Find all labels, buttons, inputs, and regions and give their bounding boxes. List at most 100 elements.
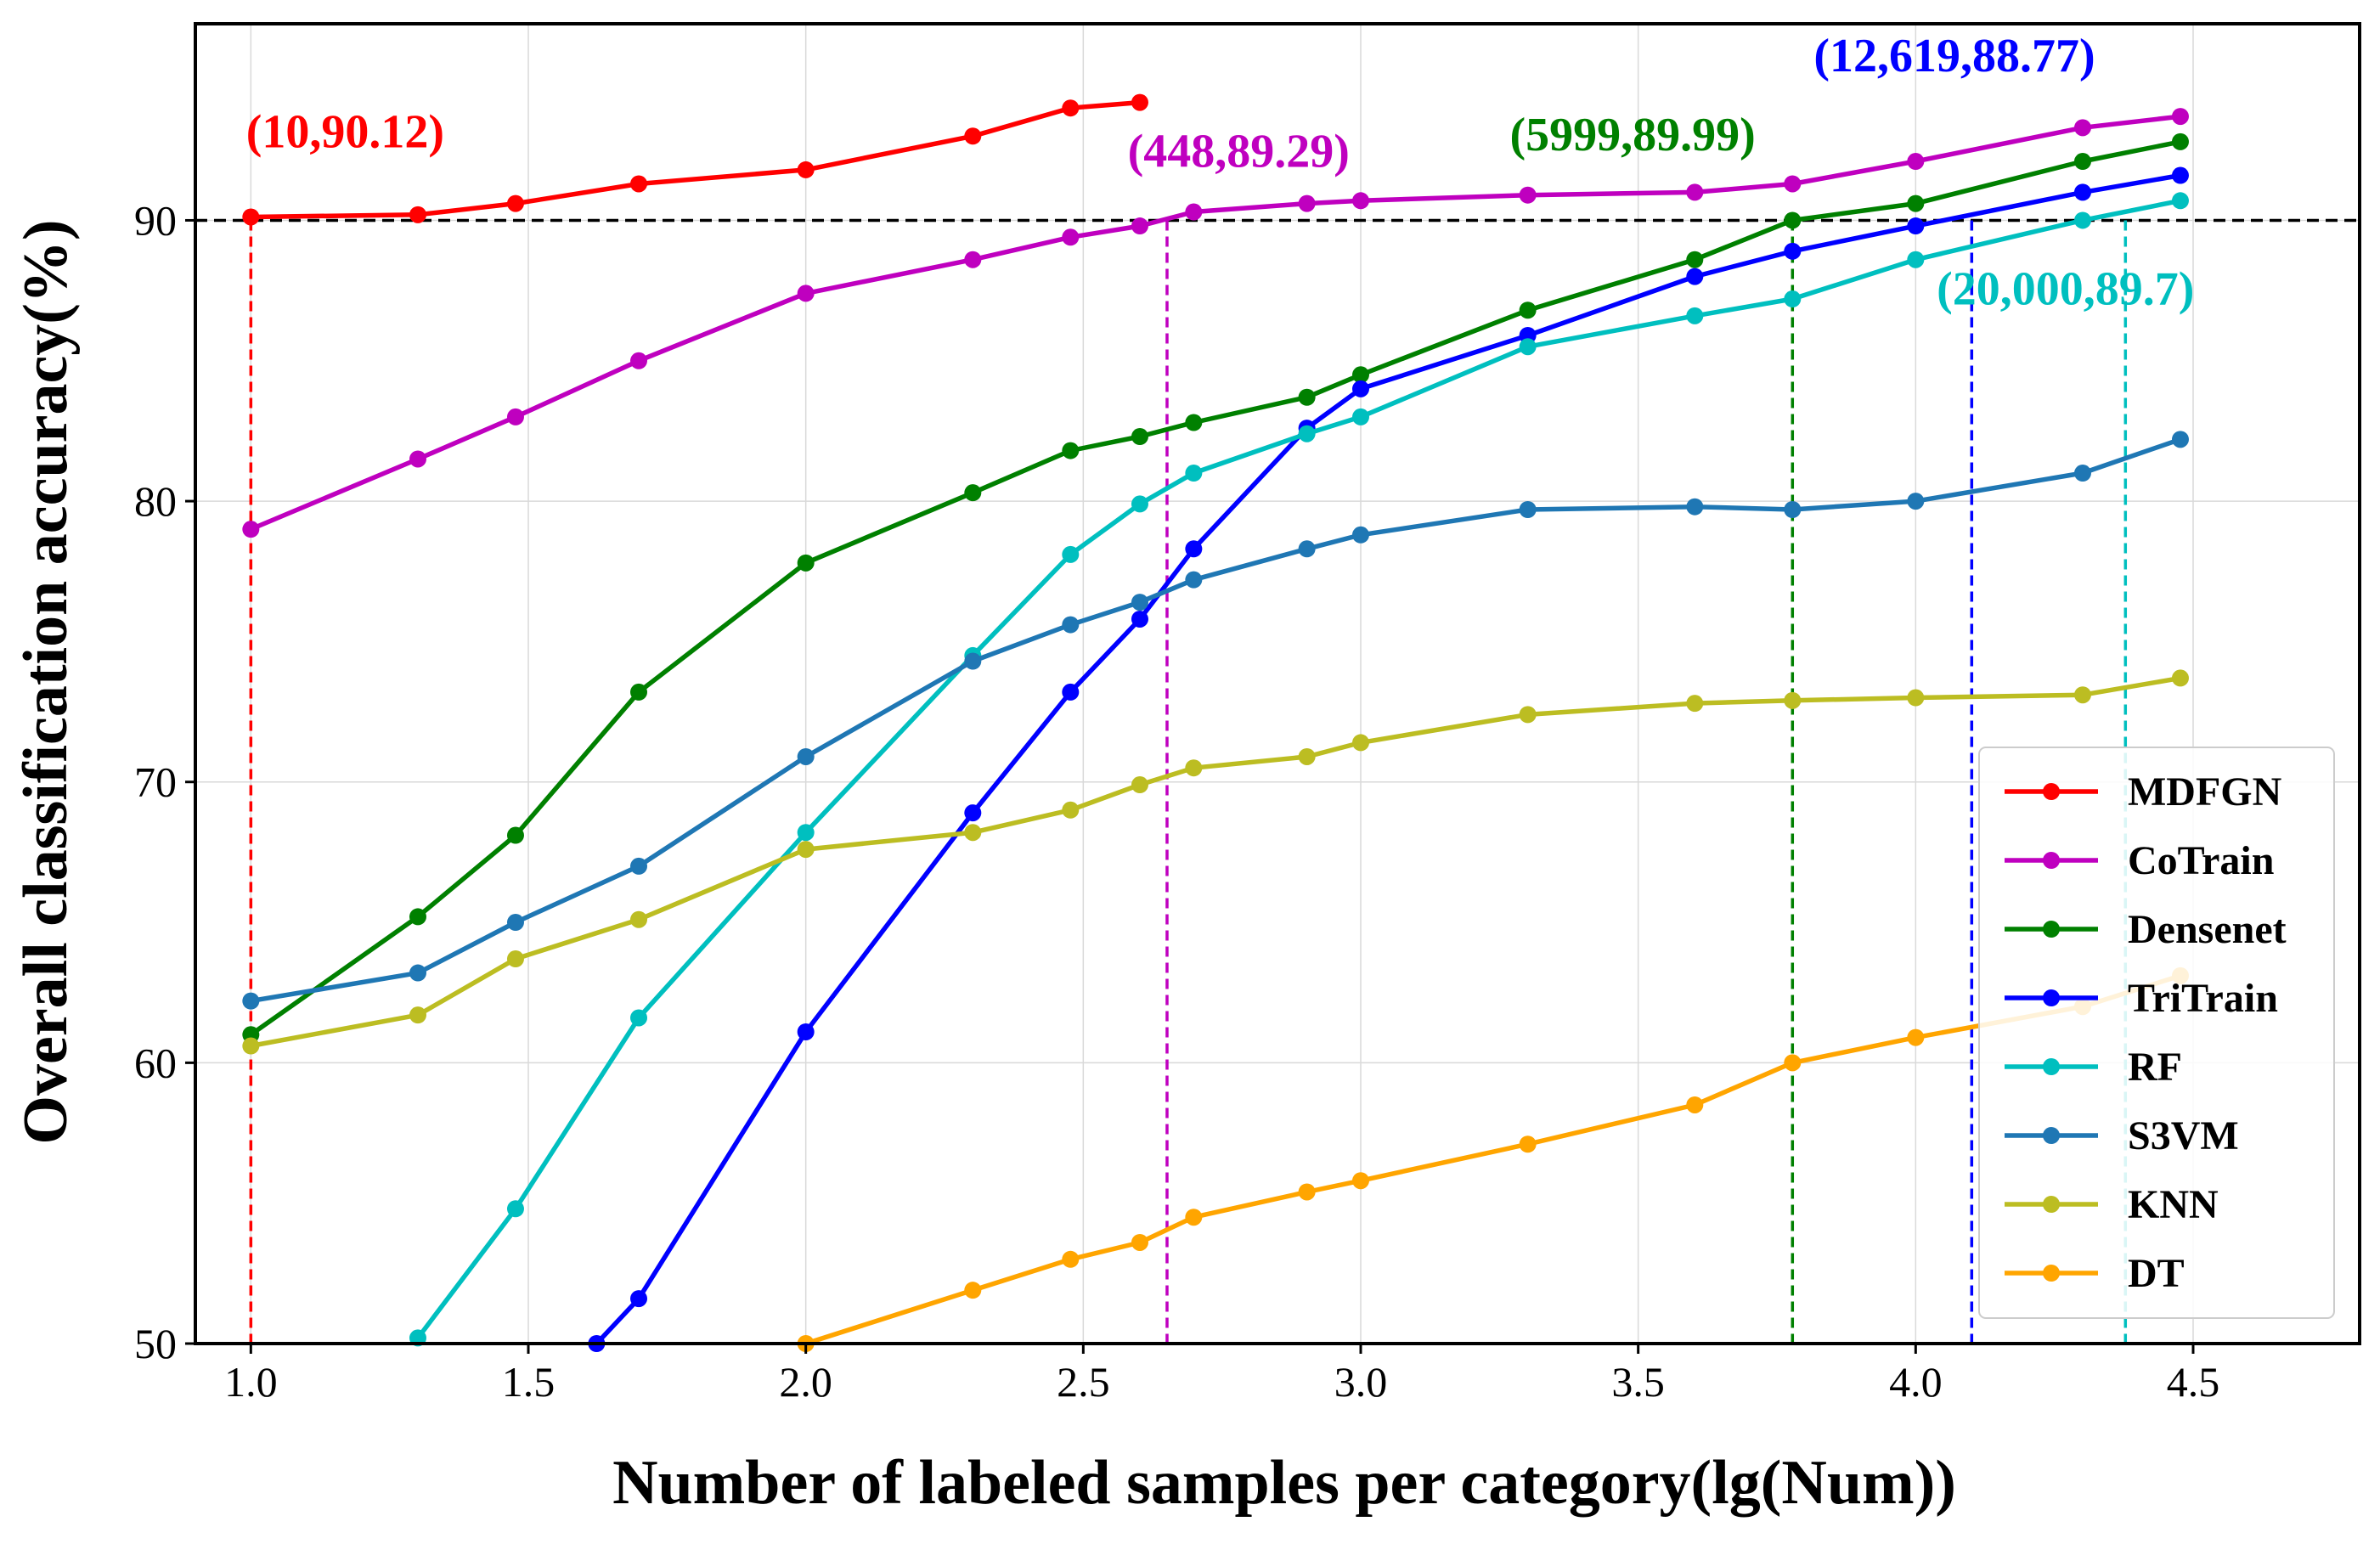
legend-label: MDFGN bbox=[2128, 769, 2282, 814]
annotations: (10,90.12) (448,89.29) (5999,89.99) (12,619… bbox=[246, 30, 2195, 315]
data-point bbox=[1131, 776, 1148, 794]
data-point bbox=[1062, 1250, 1080, 1268]
legend-swatch-marker bbox=[2043, 1196, 2060, 1213]
plot-frame bbox=[194, 22, 2361, 1345]
x-tick-label: 4.0 bbox=[1889, 1358, 1943, 1406]
data-point bbox=[506, 950, 524, 968]
data-point bbox=[1784, 501, 1802, 519]
legend-label: KNN bbox=[2128, 1182, 2219, 1227]
data-point bbox=[2073, 211, 2091, 229]
series-line bbox=[415, 198, 2181, 1340]
data-point bbox=[1686, 251, 1704, 268]
data-point bbox=[1062, 545, 1080, 563]
legend-item: S3VM bbox=[2005, 1113, 2239, 1158]
y-axis-label: Overall classification accuracy(%) bbox=[11, 219, 81, 1144]
data-point bbox=[964, 484, 982, 502]
data-point bbox=[630, 175, 648, 193]
data-point bbox=[242, 992, 260, 1010]
data-point bbox=[2171, 166, 2189, 184]
data-point bbox=[506, 194, 524, 212]
data-point bbox=[964, 804, 982, 822]
data-point bbox=[1185, 571, 1203, 589]
data-point bbox=[1062, 99, 1080, 117]
legend-label: CoTrain bbox=[2128, 838, 2274, 883]
data-point bbox=[1185, 203, 1203, 221]
data-point bbox=[1062, 683, 1080, 701]
data-point bbox=[2073, 153, 2091, 171]
data-point bbox=[797, 554, 815, 572]
data-point bbox=[1298, 747, 1316, 765]
x-tick-label: 4.5 bbox=[2167, 1358, 2220, 1406]
data-point bbox=[1352, 380, 1369, 397]
data-point bbox=[1784, 290, 1802, 308]
data-point bbox=[630, 683, 648, 701]
data-point bbox=[409, 964, 426, 982]
data-point bbox=[1352, 1172, 1369, 1190]
data-point bbox=[1131, 610, 1148, 628]
data-point bbox=[2171, 431, 2189, 448]
data-point bbox=[1686, 498, 1704, 516]
data-point bbox=[1907, 1028, 1925, 1046]
data-point bbox=[1298, 1183, 1316, 1201]
data-point bbox=[1907, 251, 1925, 268]
data-point bbox=[797, 747, 815, 765]
legend-swatch-marker bbox=[2043, 783, 2060, 800]
data-point bbox=[797, 841, 815, 859]
data-point bbox=[1062, 801, 1080, 819]
data-point bbox=[2171, 132, 2189, 150]
series-group bbox=[242, 93, 2189, 1352]
data-point bbox=[1062, 616, 1080, 634]
data-point bbox=[630, 1009, 648, 1027]
data-point bbox=[2171, 108, 2189, 126]
data-point bbox=[964, 652, 982, 670]
data-point bbox=[1298, 540, 1316, 558]
series-rf bbox=[409, 192, 2189, 1347]
legend-box bbox=[1978, 747, 2335, 1319]
data-point bbox=[506, 1200, 524, 1218]
x-tick-label: 3.0 bbox=[1334, 1358, 1388, 1406]
x-tick-label: 1.0 bbox=[224, 1358, 278, 1406]
data-point bbox=[964, 824, 982, 842]
data-point bbox=[409, 1006, 426, 1024]
x-axis-label: Number of labeled samples per category(l… bbox=[612, 1448, 1956, 1518]
data-point bbox=[242, 1037, 260, 1055]
data-point bbox=[630, 857, 648, 875]
data-point bbox=[797, 161, 815, 178]
data-point bbox=[1686, 695, 1704, 713]
data-point bbox=[1907, 194, 1925, 212]
y-tick-label: 60 bbox=[134, 1039, 177, 1086]
series-cotrain bbox=[242, 108, 2189, 538]
ticks: 1.0 1.5 2.0 2.5 3.0 3.5 4.0 4.5 50 60 70 80 90 bbox=[134, 196, 2219, 1406]
legend-label: TriTrain bbox=[2128, 976, 2278, 1021]
legend-swatch-marker bbox=[2043, 852, 2060, 869]
data-point bbox=[1519, 501, 1537, 519]
data-point bbox=[1519, 186, 1537, 204]
data-point bbox=[1784, 242, 1802, 260]
data-point bbox=[1298, 425, 1316, 442]
data-point bbox=[1185, 414, 1203, 431]
legend-label: S3VM bbox=[2128, 1113, 2239, 1158]
data-point bbox=[964, 127, 982, 145]
data-point bbox=[1352, 192, 1369, 210]
data-point bbox=[1298, 388, 1316, 406]
y-tick-label: 90 bbox=[134, 196, 177, 244]
data-point bbox=[1907, 153, 1925, 171]
data-point bbox=[1907, 689, 1925, 707]
data-point bbox=[1907, 217, 1925, 235]
series-s3vm bbox=[242, 431, 2189, 1010]
series-dt bbox=[797, 966, 2189, 1352]
data-point bbox=[1131, 594, 1148, 611]
legend-label: DT bbox=[2128, 1251, 2185, 1296]
data-point bbox=[797, 824, 815, 842]
data-point bbox=[1784, 691, 1802, 709]
data-point bbox=[1784, 175, 1802, 193]
data-point bbox=[1686, 268, 1704, 285]
data-point bbox=[1686, 307, 1704, 324]
data-point bbox=[506, 914, 524, 932]
series-line bbox=[251, 99, 1141, 220]
data-point bbox=[2171, 669, 2189, 687]
data-point bbox=[1352, 408, 1369, 425]
data-point bbox=[1519, 1135, 1537, 1153]
crossing-annotation: (20,000,89.7) bbox=[1937, 263, 2194, 316]
data-point bbox=[2073, 183, 2091, 201]
